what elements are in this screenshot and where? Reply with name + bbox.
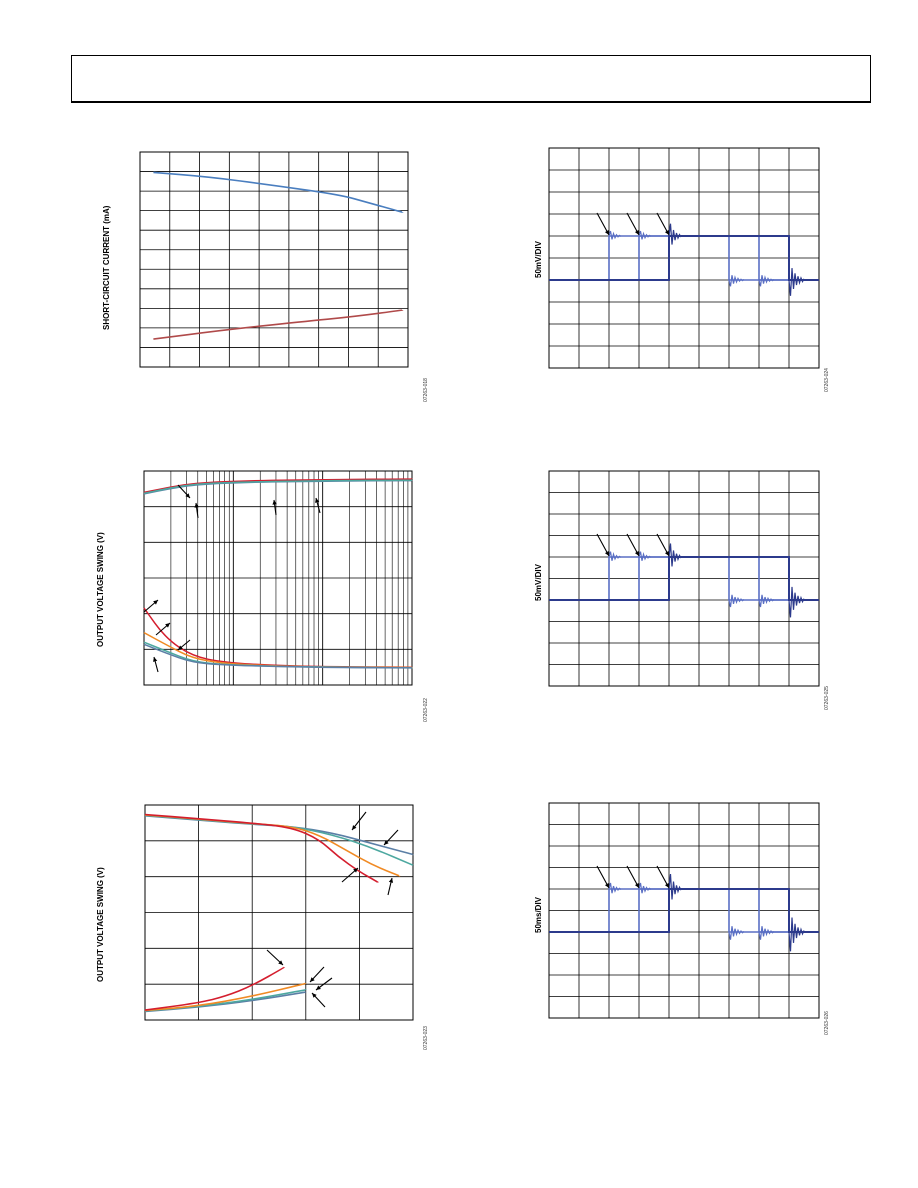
annotation-arrow-head: [185, 493, 190, 498]
annotation-arrow-head: [312, 993, 317, 998]
ringing-fall-3: [788, 268, 805, 296]
ringing-fall-2: [758, 594, 775, 608]
figure-id: 07263-018: [423, 378, 429, 402]
ringing-fall-1: [728, 594, 745, 608]
figure-id: 07263-023: [423, 1026, 429, 1050]
scope-2-chart: [548, 470, 820, 687]
series-line-6: [143, 643, 413, 669]
ringing-rise-1: [608, 230, 622, 240]
edge-arrow-1-head: [604, 883, 609, 888]
edge-arrow-2-head: [634, 551, 639, 556]
annotation-arrow-head: [194, 503, 199, 508]
annotation-arrow-head: [388, 878, 394, 883]
series-line-7: [144, 966, 286, 1011]
figure-swing-linear: OUTPUT VOLTAGE SWING (V) 07263-023: [90, 800, 430, 1060]
figure-scope-3: 50ms/DIV 07263-026: [525, 795, 845, 1050]
annotation-arrow-head: [310, 977, 315, 982]
short-circuit-chart: [139, 151, 409, 368]
ringing-rise-3: [668, 543, 682, 567]
ringing-rise-1: [608, 551, 622, 561]
annotation-arrow-head: [353, 868, 358, 873]
plot-frame: [139, 151, 409, 368]
series-line-6: [144, 982, 307, 1012]
ringing-rise-2: [638, 551, 652, 561]
swing-linear-chart: [144, 804, 414, 1021]
annotation-arrow-head: [153, 657, 158, 662]
edge-arrow-1-head: [604, 551, 609, 556]
series-line-5: [143, 641, 413, 669]
ringing-fall-2: [758, 926, 775, 940]
series-line-0: [153, 171, 404, 214]
annotation-arrow-head: [384, 840, 389, 845]
scope-3-chart: [548, 802, 820, 1019]
annotation-arrow-head: [165, 623, 170, 628]
figure-short-circuit: SHORT-CIRCUIT CURRENT (mA) 07263-018: [90, 140, 430, 405]
swing-log-chart: [143, 470, 413, 686]
series-line-1: [153, 309, 404, 340]
figure-scope-2: 50mV/DIV 07263-025: [525, 463, 845, 718]
edge-arrow-3-head: [664, 883, 669, 888]
ringing-rise-1: [608, 882, 622, 894]
page-header-box: [71, 55, 871, 103]
edge-arrow-1-head: [604, 230, 609, 235]
annotation-arrow-head: [352, 825, 357, 830]
edge-arrow-3-head: [664, 230, 669, 235]
series-line-1: [144, 814, 414, 866]
edge-arrow-3-head: [664, 551, 669, 556]
annotation-arrow-head: [272, 500, 277, 505]
figure-id: 07263-025: [824, 686, 830, 710]
annotation-arrow-head: [178, 645, 183, 650]
figure-id: 07263-022: [423, 698, 429, 722]
annotation-arrow-head: [153, 600, 158, 605]
ringing-rise-2: [638, 882, 652, 894]
ringing-fall-3: [788, 917, 805, 952]
annotation-arrow-head: [316, 985, 321, 990]
annotation-arrow-head: [278, 960, 283, 965]
scope-1-chart: [548, 147, 820, 369]
ringing-fall-1: [728, 275, 745, 287]
ringing-fall-2: [758, 275, 775, 287]
edge-arrow-2-head: [634, 230, 639, 235]
series-line-2: [144, 814, 401, 877]
ringing-rise-2: [638, 230, 652, 240]
annotation-arrow-head: [315, 498, 320, 503]
figure-swing-log: OUTPUT VOLTAGE SWING (V) 07263-022: [90, 465, 430, 725]
ringing-rise-3: [668, 223, 682, 245]
figure-id: 07263-024: [824, 368, 830, 392]
series-line-2: [143, 479, 413, 495]
edge-arrow-2-head: [634, 883, 639, 888]
figure-scope-1: 50mV/DIV 07263-024: [525, 140, 845, 395]
ringing-fall-1: [728, 926, 745, 940]
ringing-rise-3: [668, 873, 682, 900]
series-line-0: [143, 478, 413, 494]
ringing-fall-3: [788, 586, 805, 618]
figure-id: 07263-026: [824, 1011, 830, 1035]
series-line-3: [144, 813, 379, 884]
